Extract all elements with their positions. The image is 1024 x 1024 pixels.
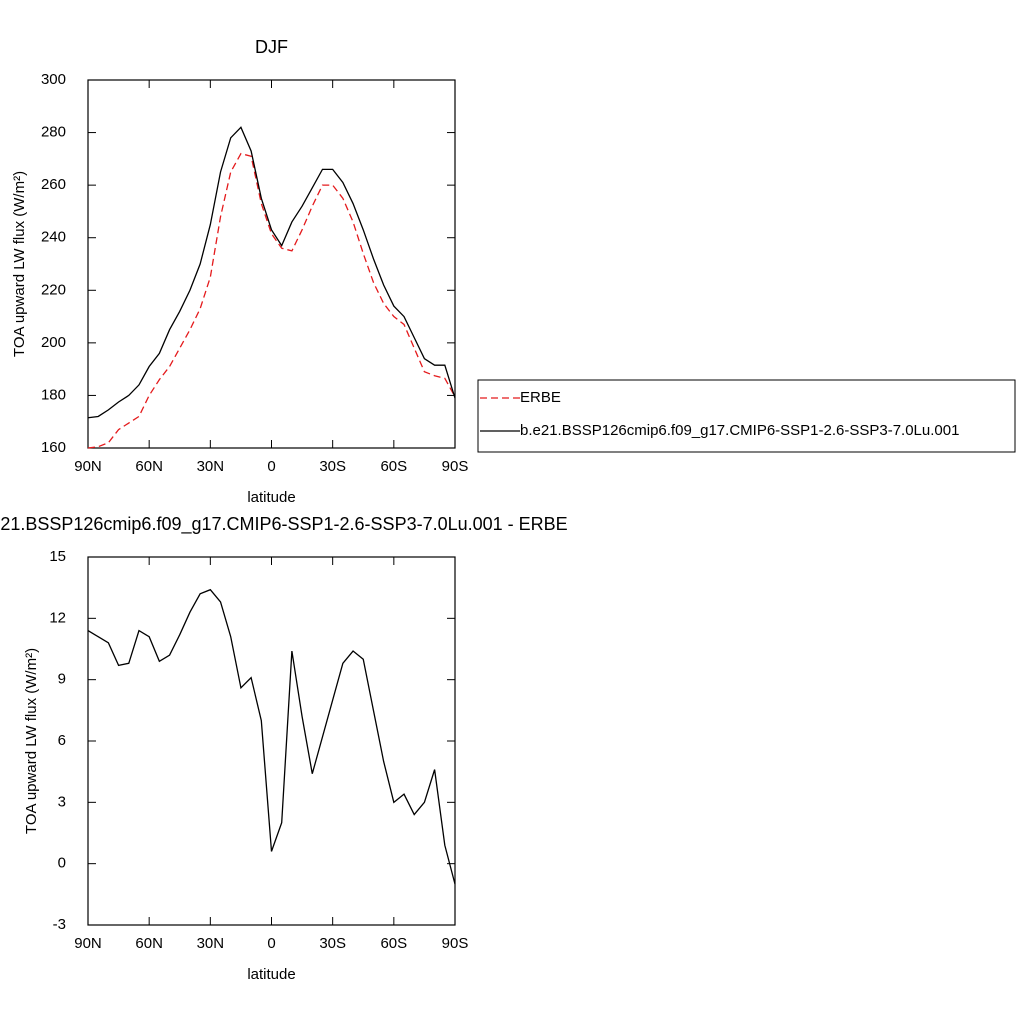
x-tick-label: 90N [74, 935, 102, 952]
data-line [87, 126, 456, 419]
y-tick-label: 280 [41, 124, 66, 141]
legend-label: ERBE [520, 389, 561, 406]
y-axis-label: TOA upward LW flux (W/m²) [11, 171, 28, 357]
x-tick-label: 30N [197, 935, 225, 952]
y-tick-label: 260 [41, 176, 66, 193]
y-tick-label: 3 [58, 793, 66, 810]
x-tick-label: 30S [319, 458, 346, 475]
chart-title: b.e21.BSSP126cmip6.f09_g17.CMIP6-SSP1-2.… [0, 514, 568, 535]
plot-frame [87, 79, 456, 449]
y-tick-label: 300 [41, 71, 66, 88]
y-tick-label: 200 [41, 334, 66, 351]
legend-box [477, 379, 1016, 453]
y-tick-label: 240 [41, 229, 66, 246]
x-tick-label: 90S [442, 458, 469, 475]
y-tick-label: 180 [41, 386, 66, 403]
legend-label: b.e21.BSSP126cmip6.f09_g17.CMIP6-SSP1-2.… [520, 422, 959, 439]
x-tick-label: 60S [380, 458, 407, 475]
x-tick-label: 90N [74, 458, 102, 475]
y-tick-label: 12 [49, 609, 66, 626]
x-tick-label: 30S [319, 935, 346, 952]
y-tick-label: 6 [58, 732, 66, 749]
x-tick-label: 60N [135, 458, 163, 475]
y-tick-label: 15 [49, 548, 66, 565]
chart-title: DJF [255, 37, 288, 57]
x-tick-label: 60S [380, 935, 407, 952]
x-tick-label: 0 [267, 935, 275, 952]
x-tick-label: 90S [442, 935, 469, 952]
x-axis-label: latitude [247, 489, 295, 506]
data-line [87, 152, 456, 449]
x-tick-label: 0 [267, 458, 275, 475]
plot-frame [87, 556, 456, 926]
data-line [87, 588, 456, 885]
y-tick-label: 160 [41, 439, 66, 456]
y-tick-label: 0 [58, 855, 66, 872]
x-tick-label: 60N [135, 935, 163, 952]
x-tick-label: 30N [197, 458, 225, 475]
y-tick-label: 9 [58, 671, 66, 688]
y-tick-label: -3 [53, 916, 66, 933]
y-tick-label: 220 [41, 281, 66, 298]
x-axis-label: latitude [247, 966, 295, 983]
y-axis-label: TOA upward LW flux (W/m²) [23, 648, 40, 834]
